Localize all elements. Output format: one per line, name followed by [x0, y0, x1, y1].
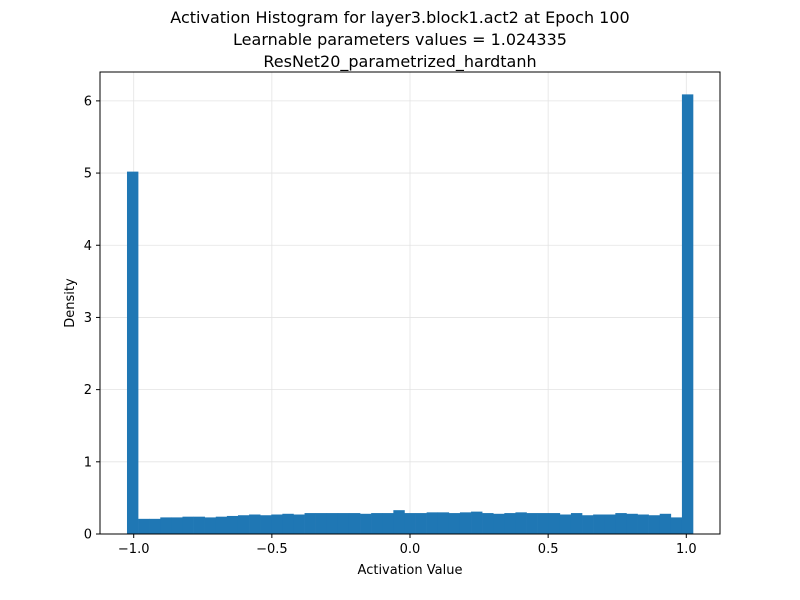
histogram-bar [426, 512, 439, 534]
histogram-bar [415, 513, 427, 534]
histogram-bar [559, 514, 572, 534]
x-tick-label: 0.0 [400, 542, 421, 557]
y-tick-label: 1 [84, 455, 92, 470]
title-line-2: Learnable parameters values = 1.024335 [233, 30, 567, 49]
histogram-bar [493, 513, 505, 534]
histogram-bar [504, 513, 516, 534]
histogram-bar [204, 517, 217, 534]
histogram-bar [138, 518, 150, 534]
histogram-bars [126, 94, 694, 535]
y-axis-ticks: 0 1 2 3 4 5 6 [84, 94, 100, 543]
grid-lines [100, 72, 720, 535]
x-axis-label: Activation Value [358, 563, 463, 578]
histogram-bar [282, 513, 294, 534]
x-tick-label: −0.5 [256, 542, 288, 557]
chart-title: Activation Histogram for layer3.block1.a… [0, 7, 800, 73]
y-tick-label: 4 [84, 239, 92, 254]
histogram-bar [293, 514, 305, 534]
histogram-bar [260, 515, 272, 534]
histogram-bar [570, 513, 583, 534]
histogram-bar [681, 94, 694, 535]
histogram-bar [515, 512, 527, 534]
histogram-bar [482, 513, 494, 534]
histogram-bar [437, 512, 450, 534]
histogram-bar [471, 511, 483, 534]
x-tick-label: 0.5 [538, 542, 559, 557]
histogram-bar [582, 515, 594, 534]
histogram-bar [626, 513, 638, 534]
y-tick-label: 2 [84, 383, 92, 398]
histogram-bar [348, 513, 361, 534]
histogram-bar [393, 510, 405, 534]
x-tick-label: −1.0 [118, 542, 150, 557]
histogram-bar [249, 514, 261, 534]
histogram-bar [593, 514, 605, 534]
histogram-bar [526, 513, 538, 534]
histogram-bar [448, 513, 461, 534]
histogram-bar [226, 515, 239, 534]
histogram-bar [126, 171, 139, 534]
histogram-bar [648, 515, 661, 534]
histogram-bar [326, 513, 339, 534]
histogram-bar [237, 515, 250, 534]
histogram-bar [271, 514, 283, 534]
histogram-bar [537, 513, 550, 534]
histogram-bar [382, 513, 394, 534]
histogram-bar [604, 514, 616, 534]
histogram-bar [371, 513, 383, 534]
histogram-bar [315, 513, 328, 534]
x-axis-ticks: −1.0 −0.5 0.0 0.5 1.0 [118, 534, 697, 557]
histogram-bar [304, 513, 316, 534]
y-tick-label: 3 [84, 311, 92, 326]
histogram-bar [215, 516, 228, 534]
y-tick-label: 6 [84, 94, 92, 109]
y-tick-label: 0 [84, 528, 92, 543]
y-axis-label: Density [63, 278, 78, 328]
histogram-bar [670, 517, 683, 534]
histogram-bar [459, 512, 472, 534]
title-line-3: ResNet20_parametrized_hardtanh [263, 52, 537, 71]
histogram-bar [615, 513, 627, 534]
histogram-bar [149, 518, 161, 534]
histogram-bar [548, 513, 561, 534]
histogram-bar [182, 516, 194, 534]
y-tick-label: 5 [84, 167, 92, 182]
histogram-bar [337, 513, 350, 534]
histogram-bar [404, 513, 416, 534]
title-line-1: Activation Histogram for layer3.block1.a… [170, 8, 630, 27]
histogram-bar [360, 513, 372, 534]
histogram-bar [171, 517, 183, 534]
histogram-bar [193, 516, 205, 534]
x-tick-label: 1.0 [676, 542, 697, 557]
histogram-bar [659, 513, 672, 534]
histogram-bar [160, 517, 172, 534]
histogram-bar [637, 514, 649, 534]
